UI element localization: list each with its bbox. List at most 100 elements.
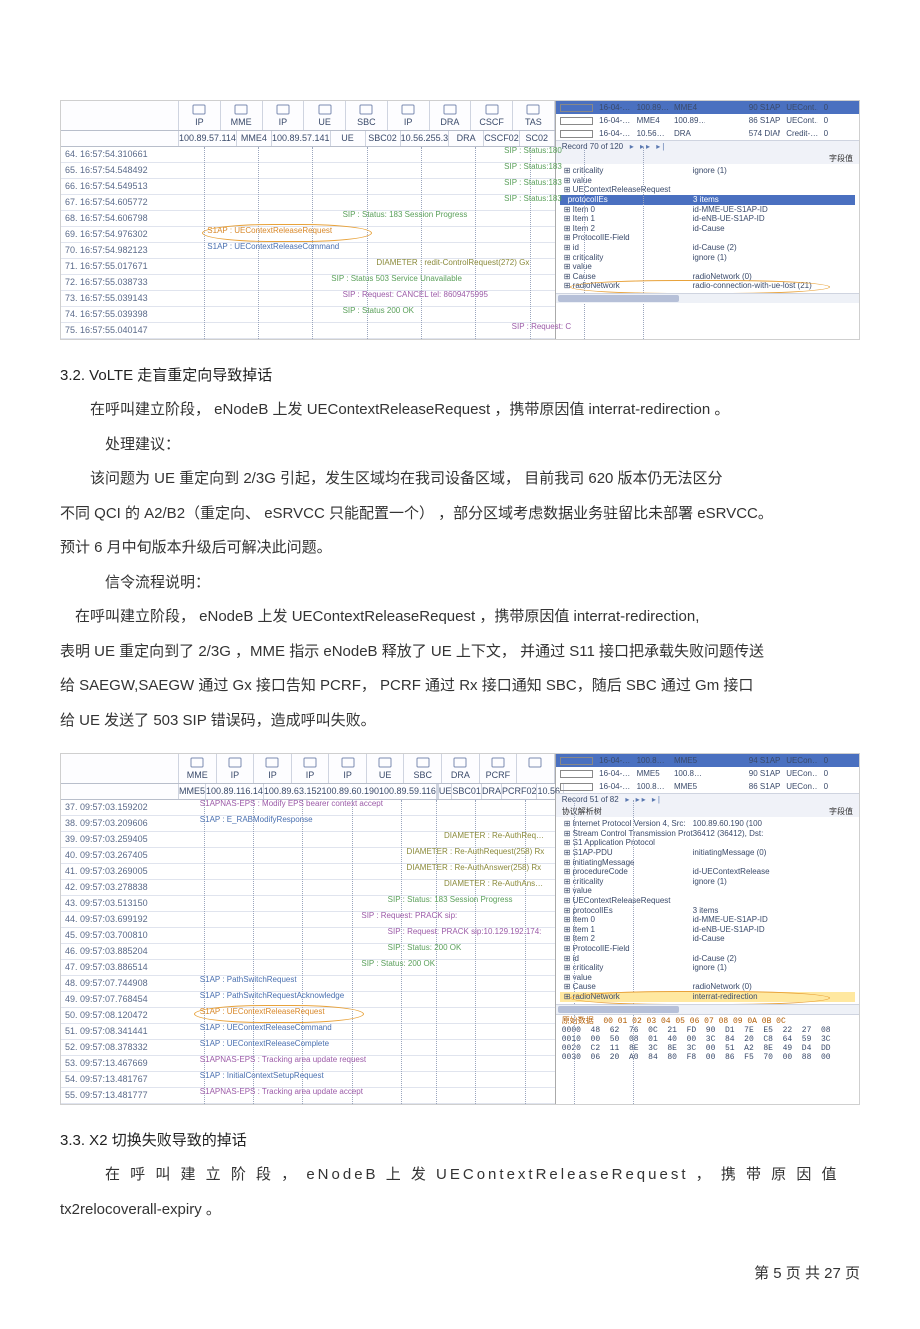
flow-row: 67. 16:57:54.605772SIP : Status:183 <box>61 195 555 211</box>
node-header: UE <box>439 784 453 799</box>
para: 处理建议： <box>60 431 860 460</box>
para: 信令流程说明： <box>60 569 860 598</box>
flow-row: 54. 09:57:13.481767S1AP : InitialContext… <box>61 1072 555 1088</box>
node-header: IP <box>254 754 292 783</box>
flow-row: 37. 09:57:03.159202S1APNAS-EPS : Modify … <box>61 800 555 816</box>
flow-row: 64. 16:57:54.310661SIP : Status:180 <box>61 147 555 163</box>
para: 在 呼 叫 建 立 阶 段 ， eNodeB 上 发 UEContextRele… <box>60 1161 860 1190</box>
node-header: CSCF <box>471 101 513 130</box>
flow-row: 43. 09:57:03.513150SIP : Status: 183 Ses… <box>61 896 555 912</box>
packet-row[interactable]: 16-04-…10.56…DRA574 DIAME…Credit-…0 <box>556 127 859 140</box>
tree-node[interactable]: protocolIEs3 items <box>560 195 855 205</box>
protocol-tree: ⊞ Internet Protocol Version 4, Src:100.8… <box>556 817 859 1003</box>
node-header: IP <box>388 101 430 130</box>
tree-header: 字段值 <box>556 153 859 165</box>
para: 该问题为 UE 重定向到 2/3G 引起，发生区域均在我司设备区域， 目前我司 … <box>60 465 860 494</box>
scrollbar[interactable] <box>556 293 859 303</box>
flow-row: 75. 16:57:55.040147SIP : Request: C <box>61 323 555 339</box>
flow-row: 50. 09:57:08.120472S1AP : UEContextRelea… <box>61 1008 555 1024</box>
flow-row: 51. 09:57:08.341441S1AP : UEContextRelea… <box>61 1024 555 1040</box>
node-header: 100.89.57.114 <box>179 131 237 146</box>
tree-node[interactable]: ⊞ Item 1id-eNB-UE-S1AP-ID <box>560 925 855 935</box>
flow-row: 38. 09:57:03.209606S1AP : E_RABModifyRes… <box>61 816 555 832</box>
tree-node[interactable]: ⊞ idid-Cause (2) <box>560 243 855 253</box>
tree-node[interactable]: ⊞ criticalityignore (1) <box>560 253 855 263</box>
tree-node[interactable]: ⊞ value <box>560 176 855 186</box>
detail-panel: 16-04-…100.89…MME490 S1APUECont…016-04-…… <box>556 101 859 339</box>
tree-node[interactable]: ⊞ idid-Cause (2) <box>560 954 855 964</box>
tree-node[interactable]: ⊞ Item 2id-Cause <box>560 934 855 944</box>
para: 在呼叫建立阶段， eNodeB 上发 UEContextReleaseReque… <box>60 603 860 632</box>
tree-node[interactable]: ⊞ value <box>560 262 855 272</box>
para: 给 UE 发送了 503 SIP 错误码，造成呼叫失败。 <box>60 707 860 736</box>
section-3-3-title: 3.3. X2 切换失败导致的掉话 <box>60 1127 860 1156</box>
para: 在呼叫建立阶段， eNodeB 上发 UEContextReleaseReque… <box>60 396 860 425</box>
node-header: DRA <box>449 131 484 146</box>
para: tx2relocoverall-expiry 。 <box>60 1196 860 1225</box>
node-header: MME <box>179 754 217 783</box>
hex-dump: 原始数据 00 01 02 03 04 05 06 07 08 09 0A 0B… <box>556 1014 859 1065</box>
para: 预计 6 月中旬版本升级后可解决此问题。 <box>60 534 860 563</box>
protocol-tree: ⊞ criticalityignore (1)⊞ value⊞ UEContex… <box>556 164 859 293</box>
tree-node[interactable]: ⊞ S1AP-PDUinitiatingMessage (0) <box>560 848 855 858</box>
nav-btns[interactable]: ▸ ▸▸ ▸| <box>625 795 662 804</box>
flow-panel: MMEIPIPIPIPUESBCDRAPCRF MME5100.89.116.1… <box>61 754 556 1104</box>
node-header: MME <box>221 101 263 130</box>
tree-node[interactable]: ⊞ Item 0id-MME-UE-S1AP-ID <box>560 205 855 215</box>
flow-header-top: MMEIPIPIPIPUESBCDRAPCRF <box>61 754 555 784</box>
flow-row: 70. 16:57:54.982123S1AP : UEContextRelea… <box>61 243 555 259</box>
node-header: IP <box>263 101 305 130</box>
tree-node[interactable]: ⊞ Internet Protocol Version 4, Src:100.8… <box>560 819 855 829</box>
para: 表明 UE 重定向到了 2/3G ，MME 指示 eNodeB 释放了 UE 上… <box>60 638 860 667</box>
tree-node[interactable]: ⊞ initiatingMessage <box>560 858 855 868</box>
tree-node[interactable]: ⊞ Item 0id-MME-UE-S1AP-ID <box>560 915 855 925</box>
flow-row: 40. 09:57:03.267405DIAMETER : Re-AuthReq… <box>61 848 555 864</box>
node-header: SC02 <box>520 131 555 146</box>
flow-row: 74. 16:57:55.039398SIP : Status 200 OK <box>61 307 555 323</box>
packet-row[interactable]: 16-04-…MME4100.89…86 S1APUECont…0 <box>556 114 859 127</box>
packet-row[interactable]: 16-04-…100.8…MME586 S1APUECon…0 <box>556 780 859 793</box>
tree-node[interactable]: ⊞ Item 2id-Cause <box>560 224 855 234</box>
tree-node[interactable]: ⊞ Stream Control Transmission Protocol, … <box>560 829 855 839</box>
packet-list: 16-04-…100.8…MME594 S1APUECon…016-04-…MM… <box>556 754 859 794</box>
tree-node[interactable]: ⊞ criticalityignore (1) <box>560 963 855 973</box>
flow-row: 39. 09:57:03.259405DIAMETER : Re-AuthReq… <box>61 832 555 848</box>
packet-row[interactable]: 16-04-…100.8…MME594 S1APUECon…0 <box>556 754 859 767</box>
tree-header: 协议解析树字段值 <box>556 806 859 818</box>
node-header: PCRF02 <box>502 784 538 799</box>
node-header: IP <box>179 101 221 130</box>
packet-row[interactable]: 16-04-…MME5100.8…90 S1APUECon…0 <box>556 767 859 780</box>
node-header: SBC02 <box>366 131 401 146</box>
node-header: 100.89.116.14 <box>206 784 264 799</box>
tree-node[interactable]: ⊞ Item 1id-eNB-UE-S1AP-ID <box>560 214 855 224</box>
tree-node[interactable]: ⊞ ProtocolIE-Field <box>560 944 855 954</box>
flow-row: 73. 16:57:55.039143SIP : Request: CANCEL… <box>61 291 555 307</box>
tree-node[interactable]: ⊞ value <box>560 973 855 983</box>
flow-row: 45. 09:57:03.700810SIP : Request: PRACK … <box>61 928 555 944</box>
flow-row: 44. 09:57:03.699192SIP : Request: PRACK … <box>61 912 555 928</box>
flow-header-bot: MME5100.89.116.14100.89.63.152100.89.60.… <box>61 784 555 800</box>
para: 不同 QCI 的 A2/B2（重定向、 eSRVCC 只能配置一个） ，部分区域… <box>60 500 860 529</box>
flow-row: 42. 09:57:03.278838DIAMETER : Re-AuthAns… <box>61 880 555 896</box>
flow-row: 71. 16:57:55.017671DIAMETER : redit-Cont… <box>61 259 555 275</box>
tree-node[interactable]: ⊞ criticalityignore (1) <box>560 877 855 887</box>
node-header <box>517 754 555 783</box>
flow-header-bot: 100.89.57.114MME4100.89.57.141UESBC0210.… <box>61 131 555 147</box>
flow-row: 41. 09:57:03.269005DIAMETER : Re-AuthAns… <box>61 864 555 880</box>
tree-node[interactable]: ⊞ value <box>560 886 855 896</box>
tree-node[interactable]: ⊞ criticalityignore (1) <box>560 166 855 176</box>
packet-row[interactable]: 16-04-…100.89…MME490 S1APUECont…0 <box>556 101 859 114</box>
tree-node[interactable]: ⊞ UEContextReleaseRequest <box>560 185 855 195</box>
record-nav: Record 70 of 120 ▸ ▸▸ ▸| <box>556 141 859 153</box>
tree-node[interactable]: ⊞ S1 Application Protocol <box>560 838 855 848</box>
flow-row: 69. 16:57:54.976302S1AP : UEContextRelea… <box>61 227 555 243</box>
tree-node[interactable]: ⊞ ProtocolIE-Field <box>560 233 855 243</box>
screenshot-2: MMEIPIPIPIPUESBCDRAPCRF MME5100.89.116.1… <box>60 753 860 1105</box>
tree-node[interactable]: ⊞ UEContextReleaseRequest <box>560 896 855 906</box>
flow-row: 48. 09:57:07.744908S1AP : PathSwitchRequ… <box>61 976 555 992</box>
scrollbar[interactable] <box>556 1004 859 1014</box>
nav-btns[interactable]: ▸ ▸▸ ▸| <box>630 142 667 151</box>
flow-row: 66. 16:57:54.549513SIP : Status:183 <box>61 179 555 195</box>
tree-node[interactable]: ⊞ procedureCodeid-UEContextRelease <box>560 867 855 877</box>
tree-node[interactable]: ⊞ protocolIEs3 items <box>560 906 855 916</box>
